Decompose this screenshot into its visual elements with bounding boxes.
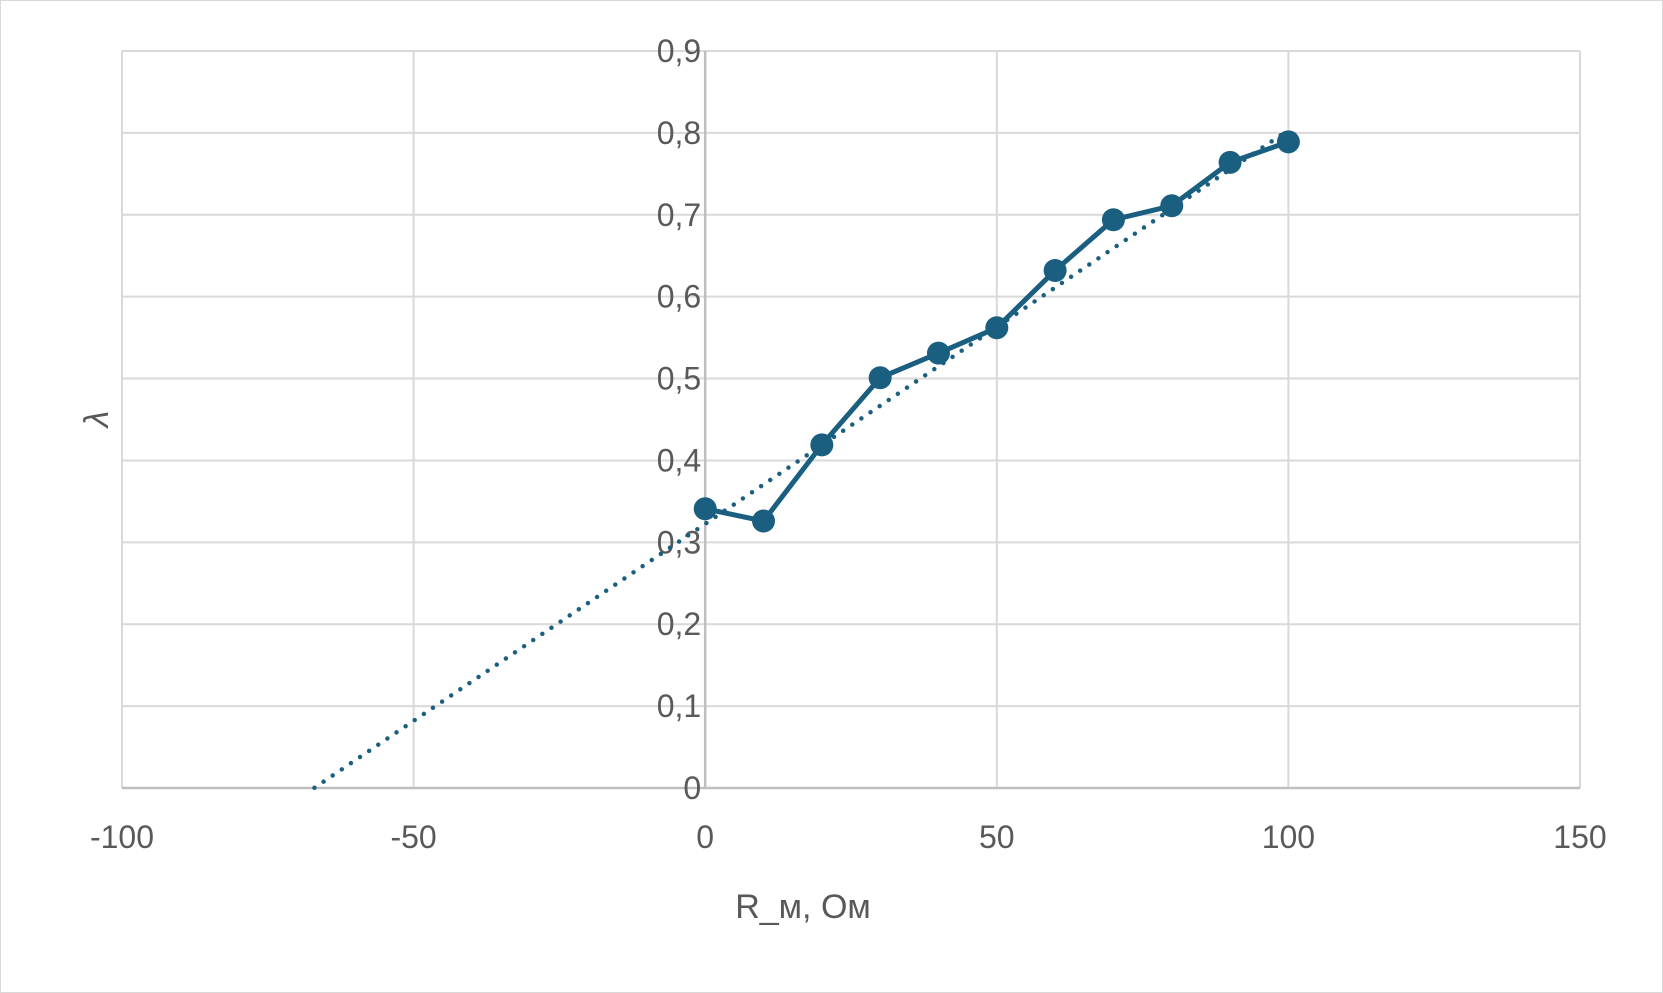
axes xyxy=(122,51,1580,790)
data-point xyxy=(1276,130,1300,154)
data-point xyxy=(1160,194,1184,218)
y-tick-label: 0,8 xyxy=(657,115,701,151)
series-group xyxy=(693,130,1300,533)
data-point xyxy=(868,366,892,390)
data-point xyxy=(1218,150,1242,174)
x-tick-label: 50 xyxy=(979,819,1015,855)
data-point xyxy=(926,341,950,365)
x-axis-title: R_м, Ом xyxy=(735,888,871,926)
data-point xyxy=(1101,208,1125,232)
data-point xyxy=(1043,258,1067,282)
x-tick-label: 150 xyxy=(1553,819,1606,855)
gridlines xyxy=(121,50,1581,789)
y-tick-label: 0,9 xyxy=(657,33,701,69)
y-tick-label: 0 xyxy=(683,770,701,806)
data-point xyxy=(693,497,717,521)
y-tick-label: 0,2 xyxy=(657,606,701,642)
y-tick-label: 0,4 xyxy=(657,442,701,478)
x-tick-label: 0 xyxy=(696,819,714,855)
x-tick-label: -100 xyxy=(90,819,154,855)
data-point xyxy=(810,433,834,457)
y-tick-label: 0,6 xyxy=(657,279,701,315)
tick-labels: 00,10,20,30,40,50,60,70,80,9-100-5005010… xyxy=(90,33,1607,855)
y-tick-label: 0,7 xyxy=(657,197,701,233)
x-tick-label: 100 xyxy=(1262,819,1315,855)
x-tick-label: -50 xyxy=(390,819,436,855)
trendline xyxy=(312,127,1291,791)
y-axis-title: λ xyxy=(78,411,116,430)
data-point xyxy=(985,316,1009,340)
y-tick-label: 0,5 xyxy=(657,361,701,397)
data-point xyxy=(752,509,776,533)
trendline-group xyxy=(312,127,1291,791)
y-tick-label: 0,1 xyxy=(657,688,701,724)
